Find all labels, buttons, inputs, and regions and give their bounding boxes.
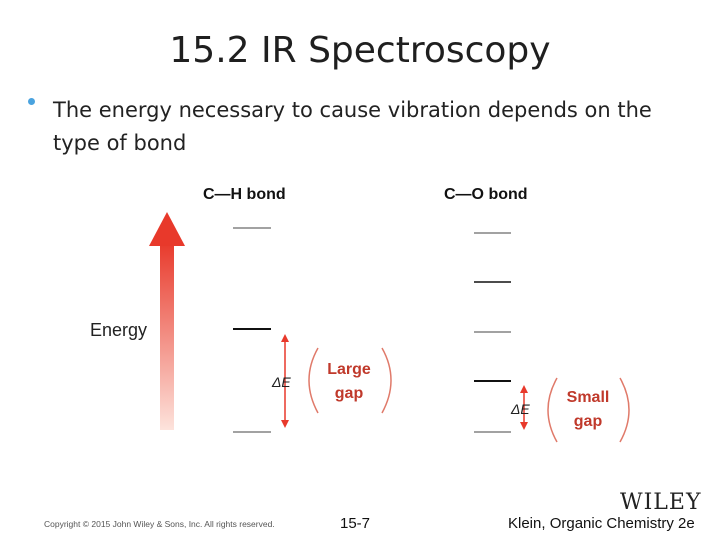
footer-page-number: 15-7 bbox=[340, 515, 371, 532]
co-bond-title: C—O bond bbox=[444, 186, 528, 203]
energy-arrow bbox=[149, 212, 185, 430]
ch-gap-label-line2: gap bbox=[335, 385, 364, 402]
co-gap-label-line2: gap bbox=[574, 413, 603, 430]
co-gap-label-line1: Small bbox=[567, 389, 610, 406]
energy-label: Energy bbox=[90, 320, 147, 340]
co-delta-label: ΔE bbox=[510, 401, 530, 417]
ch-gap-bracket-left bbox=[308, 347, 319, 414]
bullet-text: The energy necessary to cause vibration … bbox=[53, 98, 652, 155]
co-gap-bracket-right bbox=[619, 377, 630, 443]
footer-book-title: Klein, Organic Chemistry 2e bbox=[508, 515, 695, 532]
co-gap-bracket-left bbox=[547, 377, 558, 443]
ch-delta-arrow bbox=[281, 334, 289, 428]
footer-copyright: Copyright © 2015 John Wiley & Sons, Inc.… bbox=[44, 519, 275, 529]
ch-delta-label: ΔE bbox=[271, 374, 291, 390]
ch-gap-label-line1: Large bbox=[327, 361, 371, 378]
slide-title: 15.2 IR Spectroscopy bbox=[169, 30, 551, 71]
ch-gap-bracket-right bbox=[381, 347, 392, 414]
co-delta-arrow bbox=[520, 385, 528, 430]
energy-level-diagram: Energy C—H bond ΔE Large gap C—O bond ΔE… bbox=[90, 186, 630, 443]
ch-bond-title: C—H bond bbox=[203, 186, 286, 203]
bullet-point bbox=[28, 98, 35, 105]
wiley-logo: WILEY bbox=[620, 490, 702, 515]
